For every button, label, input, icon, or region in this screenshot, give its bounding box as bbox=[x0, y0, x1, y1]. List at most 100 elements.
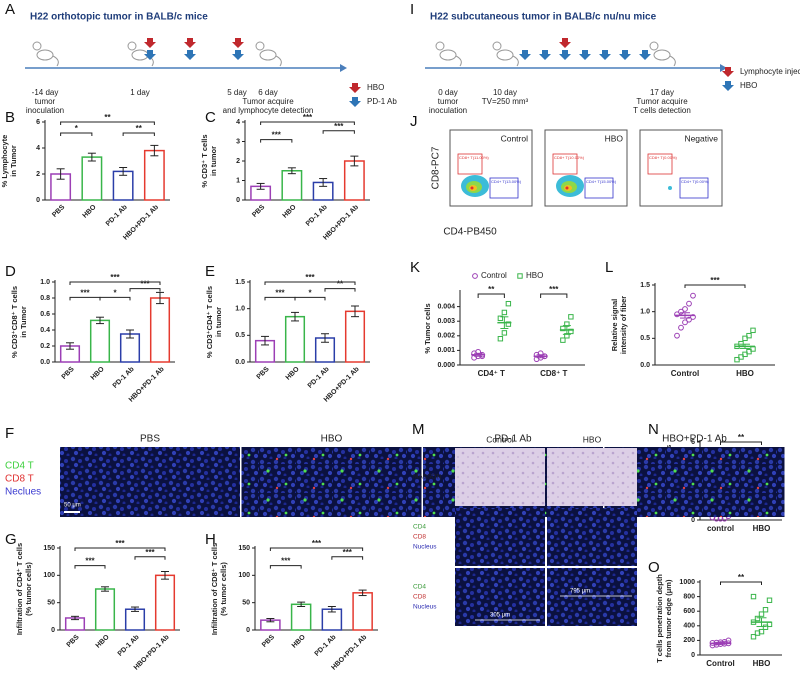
x-tick-label: HBO bbox=[285, 365, 301, 381]
significance-bracket bbox=[60, 132, 93, 136]
gate bbox=[584, 177, 614, 199]
data-point bbox=[686, 300, 692, 307]
y-tick-label: 400 bbox=[683, 623, 695, 630]
timeline-label: 10 day bbox=[493, 88, 517, 97]
significance-bracket bbox=[122, 132, 155, 136]
measure-label: 795 μm bbox=[570, 589, 590, 595]
gate-label: CD8+ T(11.00%) bbox=[459, 155, 489, 160]
x-tick-label: CD8⁺ T bbox=[540, 369, 567, 378]
mouse-icon bbox=[512, 55, 519, 67]
data-point bbox=[674, 332, 680, 339]
significance-bracket bbox=[684, 284, 746, 288]
legend-arrow bbox=[349, 97, 361, 107]
y-tick-label: 0.5 bbox=[235, 332, 245, 339]
gate bbox=[489, 177, 519, 199]
data-point bbox=[517, 273, 523, 279]
significance-bracket bbox=[99, 296, 131, 301]
bar bbox=[143, 149, 165, 201]
plot-title: Negative bbox=[684, 133, 718, 143]
bar bbox=[89, 319, 111, 363]
y-tick-label: 0.0 bbox=[640, 362, 650, 369]
data-point bbox=[505, 300, 512, 307]
y-tick-label: 3 bbox=[236, 138, 240, 145]
mouse-icon bbox=[275, 55, 282, 67]
significance-bracket bbox=[269, 547, 364, 551]
y-tick-label: 0.2 bbox=[40, 343, 50, 350]
significance-bracket bbox=[260, 121, 355, 125]
y-tick-label: 0 bbox=[236, 197, 240, 204]
significance-label: *** bbox=[110, 273, 120, 282]
y-tick-label: 150 bbox=[238, 545, 250, 552]
timeline-label: inoculation bbox=[429, 106, 467, 115]
timeline-label: 1 day bbox=[130, 88, 150, 97]
x-tick-label: PD-1 Ab bbox=[112, 366, 136, 390]
significance-label: *** bbox=[85, 557, 95, 566]
y-tick-label: 6 bbox=[691, 439, 695, 446]
significance-bracket bbox=[720, 581, 762, 585]
data-point bbox=[758, 628, 765, 635]
mouse-icon bbox=[127, 41, 137, 51]
panel-letter: M bbox=[412, 421, 425, 438]
gate bbox=[457, 153, 483, 175]
y-axis-label: % CD3⁺ T cells bbox=[200, 134, 209, 187]
significance-label: ** bbox=[337, 280, 344, 289]
legend-label: HBO bbox=[367, 83, 384, 92]
gate bbox=[647, 153, 673, 175]
y-tick-label: 4 bbox=[36, 145, 40, 152]
y-tick-label: 0.000 bbox=[437, 362, 455, 369]
timeline-label: tumor bbox=[438, 97, 459, 106]
y-tick-label: 0.4 bbox=[40, 327, 50, 334]
x-tick-label: PBS bbox=[51, 204, 66, 219]
y-tick-label: 0 bbox=[691, 652, 695, 659]
bar bbox=[94, 588, 116, 631]
x-tick-label: HBO bbox=[82, 203, 98, 219]
y-tick-label: 1.0 bbox=[40, 279, 50, 286]
measure-label: 305 μm bbox=[490, 613, 510, 619]
timeline-label: TV=250 mm³ bbox=[482, 97, 529, 106]
timeline-arrow bbox=[539, 50, 551, 60]
y-tick-label: 0.5 bbox=[640, 335, 650, 342]
x-tick-label: HBO bbox=[753, 524, 771, 533]
micrograph bbox=[455, 568, 545, 626]
timeline-arrow bbox=[519, 50, 531, 60]
x-tick-label: CD4⁺ T bbox=[478, 369, 505, 378]
panel-letter: A bbox=[5, 1, 15, 18]
bar bbox=[149, 297, 171, 363]
y-tick-label: 0 bbox=[246, 627, 250, 634]
significance-bracket bbox=[74, 547, 166, 551]
y-axis-label: % CD3⁺CD8⁺ T cells bbox=[10, 286, 19, 358]
significance-bracket bbox=[477, 293, 505, 298]
data-point bbox=[682, 306, 688, 312]
timeline-label: Tumor acquire bbox=[636, 97, 688, 106]
gate bbox=[552, 153, 578, 175]
significance-label: *** bbox=[710, 276, 720, 285]
micrograph bbox=[241, 447, 422, 517]
data-point bbox=[501, 309, 508, 316]
mouse-icon bbox=[649, 41, 659, 51]
y-tick-label: 1000 bbox=[679, 579, 695, 586]
significance-label: * bbox=[308, 289, 312, 298]
data-point bbox=[472, 273, 478, 279]
y-axis-label: in tumor bbox=[214, 307, 223, 337]
significance-label: ** bbox=[488, 285, 495, 294]
x-tick-label: PD-1 Ab bbox=[314, 634, 338, 658]
data-point bbox=[686, 316, 692, 323]
panel-letter: L bbox=[605, 259, 613, 276]
x-tick-label: HBO bbox=[753, 659, 771, 668]
y-tick-label: 600 bbox=[683, 608, 695, 615]
bar bbox=[344, 310, 366, 363]
timeline-label: inoculation bbox=[26, 106, 64, 115]
significance-bracket bbox=[269, 565, 302, 569]
gate-label: CD4+ T(13.00%) bbox=[491, 179, 522, 184]
data-point bbox=[766, 597, 773, 603]
y-tick-label: 1.5 bbox=[640, 282, 650, 289]
timeline-arrow bbox=[579, 50, 591, 60]
significance-label: ** bbox=[104, 113, 111, 122]
panel-letter: N bbox=[648, 421, 659, 438]
x-tick-label: PD-1 Ab bbox=[305, 204, 329, 228]
cell-cloud bbox=[470, 186, 474, 190]
mouse-icon bbox=[259, 49, 277, 61]
y-tick-label: 0 bbox=[691, 517, 695, 524]
significance-label: *** bbox=[275, 289, 285, 298]
significance-bracket bbox=[324, 288, 356, 292]
